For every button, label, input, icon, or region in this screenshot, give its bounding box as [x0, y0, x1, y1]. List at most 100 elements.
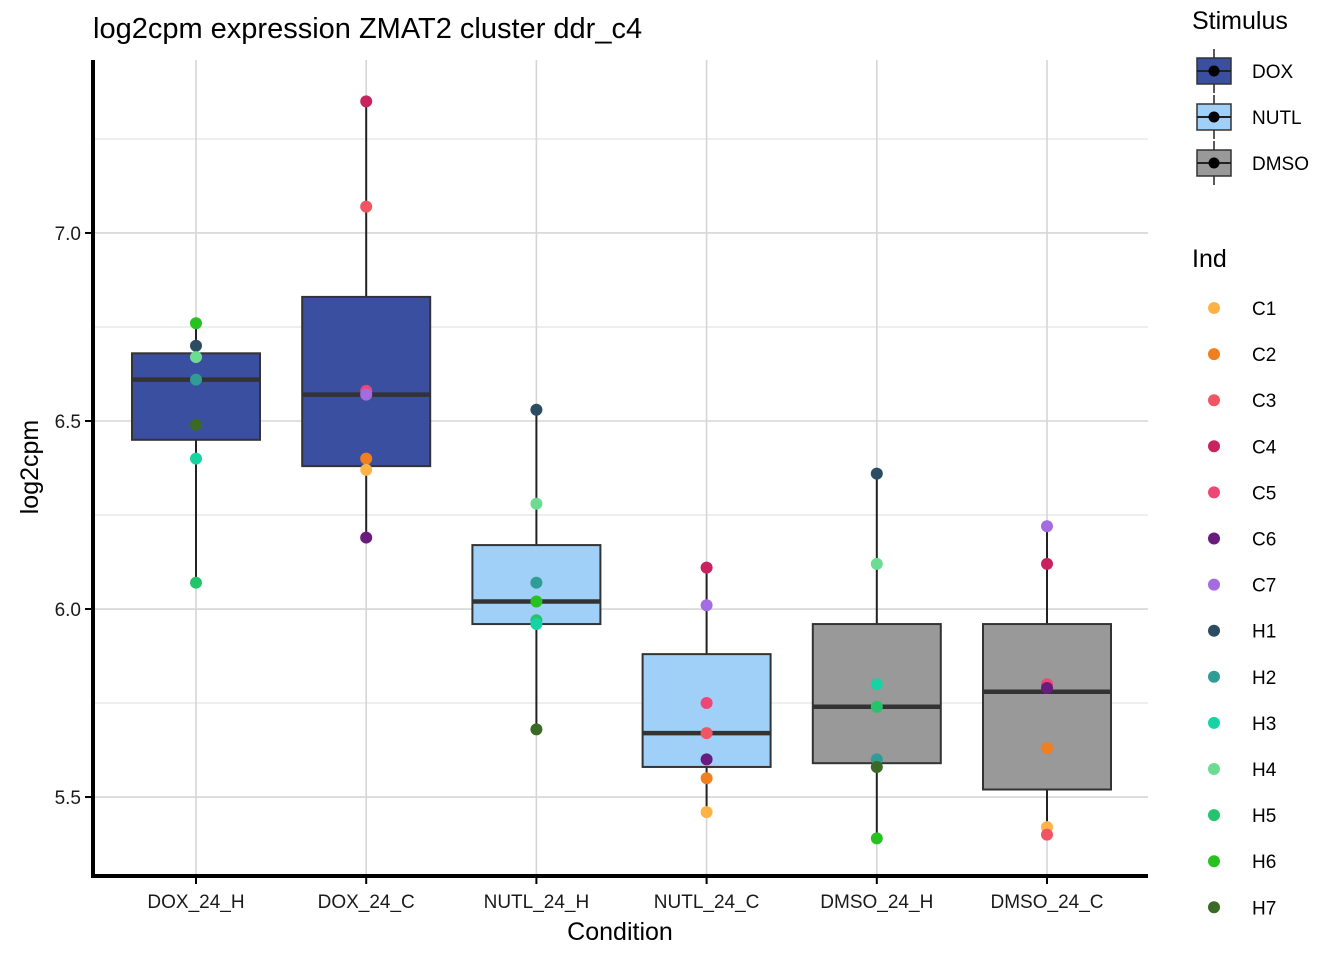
legend-key-dot [1208, 65, 1220, 77]
x-tick-label: NUTL_24_C [654, 892, 760, 913]
boxes [131, 101, 1112, 839]
legend-ind: Ind C1 C2 C3 C4 C5 C6 C7 H1 H2 H3 H4 H5 H6 H7 [1192, 245, 1277, 919]
box-rect [982, 623, 1112, 791]
legend-ind-dot [1208, 348, 1220, 361]
point-NUTL_24_H-H6 [530, 595, 543, 608]
legend-stimulus: Stimulus DOX NUTL DMSO [1192, 7, 1309, 185]
legend-ind-dot [1208, 716, 1220, 729]
point-NUTL_24_C-C7 [700, 599, 713, 612]
point-DMSO_24_C-C4 [1041, 557, 1053, 570]
point-DOX_24_H-H1 [190, 339, 202, 352]
point-NUTL_24_C-C2 [700, 772, 713, 785]
axes: 5.5 6.0 6.5 7.0 DOX_24_H DOX_24_C NUTL_24_H NUT… [55, 60, 1148, 913]
legend-ind-label: H2 [1252, 668, 1276, 689]
legend-ind-item-H2: H2 [1208, 668, 1276, 689]
legend-ind-dot [1208, 809, 1220, 822]
point-NUTL_24_C-C3 [700, 727, 713, 740]
legend-stimulus-label: DOX [1252, 62, 1294, 83]
box-rect [811, 623, 942, 765]
legend-ind-item-H5: H5 [1208, 806, 1276, 827]
legend-ind-dot [1208, 578, 1220, 591]
point-DMSO_24_C-C6 [1041, 681, 1053, 694]
chart-title: log2cpm expression ZMAT2 cluster ddr_c4 [93, 13, 642, 45]
legend-ind-item-H3: H3 [1208, 714, 1276, 735]
box-DOX_24_C [301, 101, 432, 538]
point-DOX_24_H-H6 [190, 317, 202, 330]
point-NUTL_24_H-H7 [530, 723, 543, 736]
point-DOX_24_H-H7 [190, 418, 202, 431]
point-DOX_24_C-C7 [360, 388, 373, 401]
x-tick-label: NUTL_24_H [484, 892, 590, 913]
legend-ind-dot [1208, 394, 1220, 407]
legend-ind-label: H7 [1252, 898, 1276, 919]
legend-ind-title: Ind [1192, 245, 1227, 273]
legend-ind-label: H5 [1252, 806, 1276, 827]
point-NUTL_24_H-H2 [530, 576, 543, 589]
legend-ind-label: H1 [1252, 622, 1276, 643]
y-axis-title: log2cpm [16, 420, 44, 515]
legend-ind-item-H4: H4 [1208, 760, 1277, 781]
point-NUTL_24_H-H3 [530, 618, 543, 631]
point-NUTL_24_C-C6 [700, 753, 713, 766]
point-DMSO_24_H-H5 [870, 700, 883, 713]
box-DMSO_24_C [982, 526, 1112, 835]
legend-ind-dot [1208, 901, 1220, 914]
point-DMSO_24_C-C7 [1041, 520, 1053, 533]
point-DMSO_24_C-C3 [1041, 828, 1053, 841]
point-NUTL_24_H-H1 [530, 403, 543, 416]
point-NUTL_24_C-C5 [700, 697, 713, 710]
y-tick-label: 6.0 [55, 600, 81, 621]
point-DOX_24_C-C1 [360, 463, 373, 476]
legend-ind-label: C3 [1252, 391, 1276, 412]
x-tick-label: DOX_24_H [147, 892, 244, 913]
point-DMSO_24_H-H6 [870, 832, 883, 845]
x-axis-title: Condition [567, 918, 673, 946]
legend-ind-label: H6 [1252, 852, 1276, 873]
point-NUTL_24_C-C1 [700, 806, 713, 819]
point-DOX_24_H-H5 [190, 576, 202, 589]
legend-ind-item-C5: C5 [1208, 483, 1276, 504]
legend-stimulus-item-DOX: DOX [1196, 49, 1294, 93]
legend-ind-item-H7: H7 [1208, 898, 1276, 919]
legend-ind-label: H3 [1252, 714, 1276, 735]
legend-stimulus-item-DMSO: DMSO [1196, 141, 1309, 185]
legend-stimulus-title: Stimulus [1192, 7, 1288, 35]
legend-ind-dot [1208, 855, 1220, 868]
legend-ind-item-H6: H6 [1208, 852, 1276, 873]
legend-stimulus-label: DMSO [1252, 154, 1309, 175]
box-NUTL_24_C [641, 567, 772, 813]
legend-ind-label: H4 [1252, 760, 1277, 781]
point-DOX_24_C-C4 [360, 95, 373, 108]
legend-ind-dot [1208, 486, 1220, 499]
legend-ind-dot [1208, 302, 1220, 314]
legend-stimulus-item-NUTL: NUTL [1196, 95, 1302, 139]
point-DOX_24_C-C3 [360, 200, 373, 213]
legend-ind-item-C1: C1 [1208, 299, 1276, 320]
x-tick-label: DMSO_24_C [991, 892, 1104, 913]
point-DMSO_24_C-C2 [1041, 742, 1053, 755]
point-DOX_24_H-H2 [190, 373, 202, 386]
y-tick-label: 7.0 [55, 224, 81, 245]
point-DMSO_24_H-H3 [870, 678, 883, 691]
point-DMSO_24_H-H7 [870, 760, 883, 773]
legend-ind-dot [1208, 763, 1220, 775]
legend-ind-item-H1: H1 [1208, 622, 1276, 643]
point-DMSO_24_H-H1 [870, 467, 883, 480]
point-DOX_24_C-C6 [360, 531, 373, 544]
legend-ind-label: C5 [1252, 483, 1276, 504]
legend-ind-label: C2 [1252, 345, 1276, 366]
legend-key-dot [1208, 157, 1220, 169]
legend-ind-item-C7: C7 [1208, 576, 1276, 597]
legend-ind-dot [1208, 624, 1220, 637]
box-rect [301, 295, 432, 468]
points [190, 95, 1053, 845]
x-tick-label: DOX_24_C [318, 892, 415, 913]
point-DMSO_24_H-H4 [870, 557, 883, 570]
point-DOX_24_H-H3 [190, 452, 202, 465]
legend-ind-dot [1208, 440, 1220, 453]
legend-key-dot [1208, 111, 1220, 123]
legend-ind-item-C6: C6 [1208, 530, 1276, 551]
legend-ind-label: C6 [1252, 530, 1276, 551]
legend-ind-item-C3: C3 [1208, 391, 1276, 412]
point-DOX_24_C-C2 [360, 452, 373, 465]
